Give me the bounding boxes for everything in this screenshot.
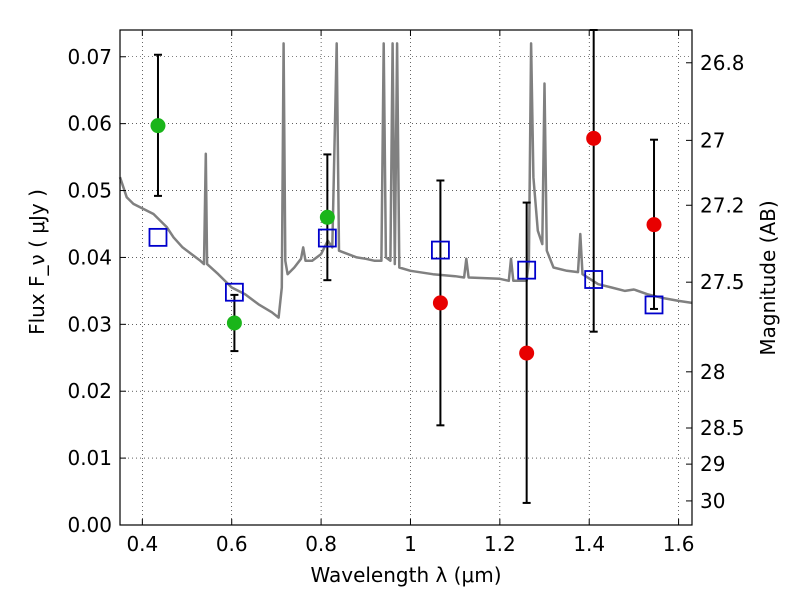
x-axis-label: Wavelength λ (μm) <box>310 563 501 587</box>
x-tick-label: 0.4 <box>126 532 158 556</box>
x-tick-label: 0.6 <box>216 532 248 556</box>
y-axis-label: Flux F_ν ( μJy ) <box>25 189 49 335</box>
model-square-marker <box>584 270 604 289</box>
y-tick-label: 0.00 <box>67 513 112 537</box>
y-tick-label: 0.03 <box>67 312 112 336</box>
y-tick-label: 0.06 <box>67 112 112 136</box>
right-tick-label: 29 <box>700 452 725 476</box>
measured-flux-point <box>646 217 662 233</box>
marker-layer <box>148 118 664 361</box>
detected-flux-point <box>226 315 242 331</box>
model-square-marker <box>148 227 168 247</box>
y-tick-label: 0.01 <box>67 446 112 470</box>
y-tick-label: 0.02 <box>67 379 112 403</box>
y-tick-label: 0.07 <box>67 45 112 69</box>
right-axis-label: Magnitude (AB) <box>756 200 780 355</box>
right-tick-label: 26.8 <box>700 51 745 75</box>
model-square-marker <box>517 260 537 280</box>
detected-flux-point <box>319 209 335 225</box>
grid-lines <box>120 30 692 526</box>
right-tick-label: 27 <box>700 128 725 152</box>
model-square-marker <box>431 240 450 260</box>
measured-flux-point <box>432 295 448 311</box>
model-square-marker <box>644 295 664 315</box>
right-tick-label: 27.5 <box>700 270 745 294</box>
model-square-marker <box>317 228 337 248</box>
x-tick-label: 1 <box>404 532 417 556</box>
measured-flux-point <box>519 345 535 361</box>
plot-frame <box>119 29 693 526</box>
model-square-marker <box>224 282 244 302</box>
spectrum-line <box>118 42 693 319</box>
spectrum-layer <box>118 42 693 319</box>
x-tick-label: 1.2 <box>484 532 516 556</box>
measured-flux-point <box>586 130 602 146</box>
x-tick-label: 0.8 <box>305 532 337 556</box>
y-tick-label: 0.05 <box>67 179 112 203</box>
tick-layer: 0.4 0.6 0.8 1 1.2 1.4 1.6 0.00 0.01 0.02 0.03 0.04 0… <box>67 30 745 556</box>
right-tick-label: 27.2 <box>700 193 745 217</box>
detected-flux-point <box>150 118 166 134</box>
right-tick-label: 30 <box>700 489 725 513</box>
right-tick-label: 28 <box>700 360 725 384</box>
y-tick-label: 0.04 <box>67 245 112 269</box>
x-tick-label: 1.4 <box>573 532 605 556</box>
x-tick-label: 1.6 <box>663 532 695 556</box>
right-tick-label: 28.5 <box>700 416 745 440</box>
